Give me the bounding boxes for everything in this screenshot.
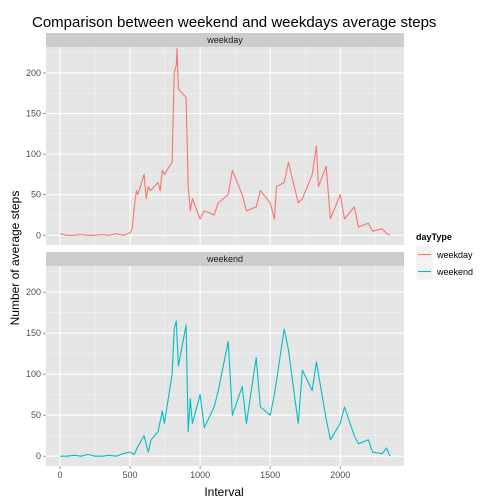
panel-background (46, 266, 404, 466)
series-line-weekday (59, 48, 391, 236)
y-axis-title: Number of average steps (8, 191, 22, 326)
x-axis-title: Interval (204, 485, 243, 499)
y-tick-label: 200 (26, 68, 41, 78)
x-tick-label: 1500 (260, 470, 280, 480)
y-tick-label: 0 (36, 230, 41, 240)
x-tick-label: 500 (123, 470, 138, 480)
x-tick-label: 1000 (190, 470, 210, 480)
y-tick-label: 150 (26, 328, 41, 338)
y-tick-label: 0 (36, 451, 41, 461)
legend-label-weekday: weekday (436, 250, 473, 260)
legend: dayType weekday weekend (415, 232, 473, 281)
y-tick-label: 100 (26, 369, 41, 379)
legend-title: dayType (416, 232, 452, 242)
series-line-weekend (60, 320, 391, 457)
y-tick-label: 50 (31, 410, 41, 420)
legend-label-weekend: weekend (436, 267, 473, 277)
x-tick-label: 2000 (330, 470, 350, 480)
facet-panel-weekday: weekday 0 50 100 150 200 (26, 33, 404, 245)
x-tick-label: 0 (58, 470, 63, 480)
facet-strip-weekend (46, 252, 404, 266)
chart-title: Comparison between weekend and weekdays … (32, 14, 436, 31)
y-tick-label: 50 (31, 190, 41, 200)
facet-strip-weekday (46, 33, 404, 47)
y-tick-label: 200 (26, 287, 41, 297)
facet-strip-label: weekend (206, 254, 243, 264)
facet-strip-label: weekday (206, 35, 243, 45)
panel-background (46, 47, 404, 245)
y-tick-label: 100 (26, 149, 41, 159)
y-tick-label: 150 (26, 109, 41, 119)
facet-panel-weekend: weekend 0 500 1000 1500 2000 0 50 100 150 200 (26, 252, 404, 480)
